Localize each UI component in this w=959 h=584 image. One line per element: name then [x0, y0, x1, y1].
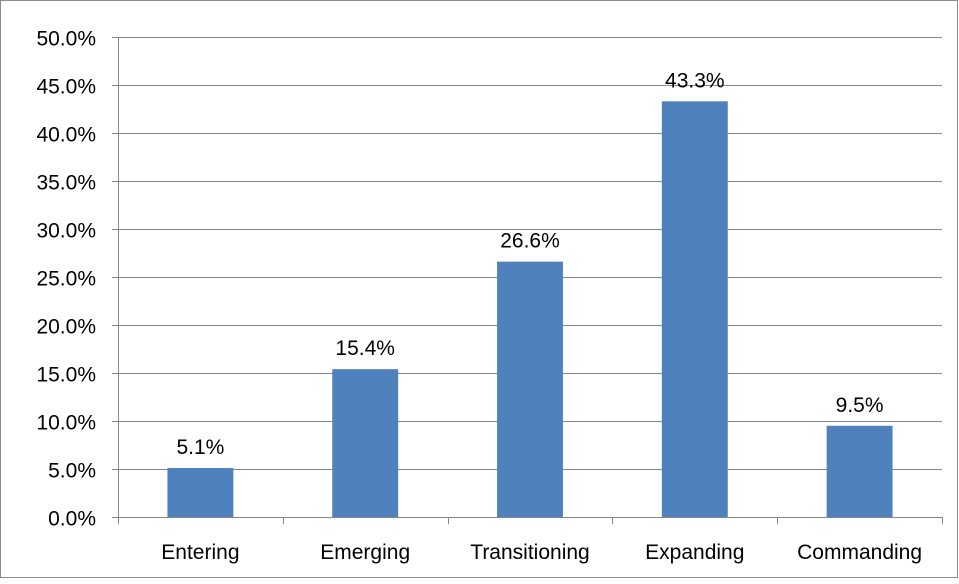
x-category-label: Expanding	[645, 541, 744, 564]
y-tick-label: 45.0%	[36, 76, 96, 99]
bar-emerging	[332, 369, 399, 517]
data-labels: 5.1% 15.4% 26.6% 43.3% 9.5%	[176, 69, 883, 459]
y-tick-label: 50.0%	[36, 28, 96, 51]
data-label: 26.6%	[500, 230, 560, 253]
y-tick-label: 5.0%	[48, 460, 96, 483]
y-tick-label: 10.0%	[36, 412, 96, 435]
bar-transitioning	[497, 261, 563, 517]
data-label: 5.1%	[176, 436, 224, 459]
y-tick-label: 0.0%	[48, 508, 96, 531]
bars	[167, 101, 893, 517]
bar-commanding	[826, 425, 893, 517]
x-category-label: Emerging	[320, 541, 410, 564]
axes	[112, 37, 943, 524]
y-tick-label: 25.0%	[36, 268, 96, 291]
data-label: 43.3%	[665, 69, 725, 92]
bar-entering	[167, 468, 234, 517]
data-label: 15.4%	[335, 337, 395, 360]
y-tick-label: 40.0%	[36, 124, 96, 147]
x-category-label: Entering	[161, 541, 239, 564]
y-tick-label: 30.0%	[36, 220, 96, 243]
y-tick-label: 35.0%	[36, 172, 96, 195]
bar-expanding	[661, 101, 728, 517]
x-category-label: Transitioning	[470, 541, 589, 564]
data-label: 9.5%	[836, 394, 884, 417]
y-tick-label: 20.0%	[36, 316, 96, 339]
y-tick-label: 15.0%	[36, 364, 96, 387]
x-axis-category-labels: Entering Emerging Transitioning Expanding Co…	[161, 541, 922, 564]
x-category-label: Commanding	[797, 541, 922, 564]
y-axis-tick-labels: 0.0% 5.0% 10.0% 15.0% 20.0% 25.0% 30.0% 35.0% 40…	[36, 28, 96, 531]
